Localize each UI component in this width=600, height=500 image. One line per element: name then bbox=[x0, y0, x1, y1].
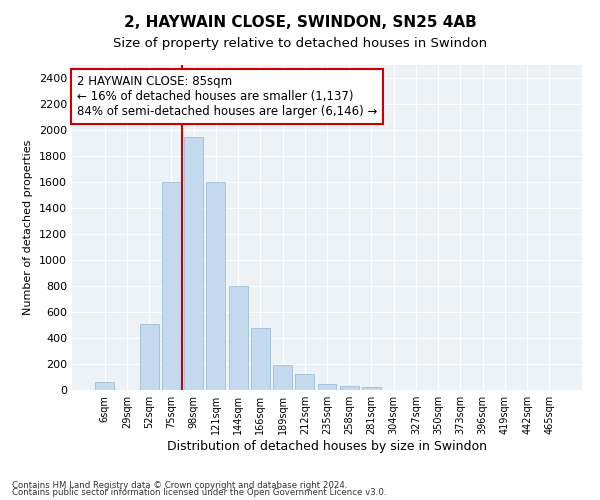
Bar bbox=[317, 384, 337, 390]
X-axis label: Distribution of detached houses by size in Swindon: Distribution of detached houses by size … bbox=[167, 440, 487, 453]
Bar bbox=[295, 374, 314, 390]
Bar bbox=[362, 388, 381, 390]
Text: Size of property relative to detached houses in Swindon: Size of property relative to detached ho… bbox=[113, 38, 487, 51]
Bar bbox=[340, 386, 359, 390]
Bar bbox=[140, 324, 158, 390]
Text: Contains public sector information licensed under the Open Government Licence v3: Contains public sector information licen… bbox=[12, 488, 386, 497]
Y-axis label: Number of detached properties: Number of detached properties bbox=[23, 140, 34, 315]
Bar bbox=[184, 136, 203, 390]
Text: 2, HAYWAIN CLOSE, SWINDON, SN25 4AB: 2, HAYWAIN CLOSE, SWINDON, SN25 4AB bbox=[124, 15, 476, 30]
Bar bbox=[206, 182, 225, 390]
Bar bbox=[229, 286, 248, 390]
Text: Contains HM Land Registry data © Crown copyright and database right 2024.: Contains HM Land Registry data © Crown c… bbox=[12, 480, 347, 490]
Bar bbox=[273, 366, 292, 390]
Text: 2 HAYWAIN CLOSE: 85sqm
← 16% of detached houses are smaller (1,137)
84% of semi-: 2 HAYWAIN CLOSE: 85sqm ← 16% of detached… bbox=[77, 74, 377, 118]
Bar bbox=[95, 382, 114, 390]
Bar bbox=[251, 328, 270, 390]
Bar bbox=[162, 182, 181, 390]
